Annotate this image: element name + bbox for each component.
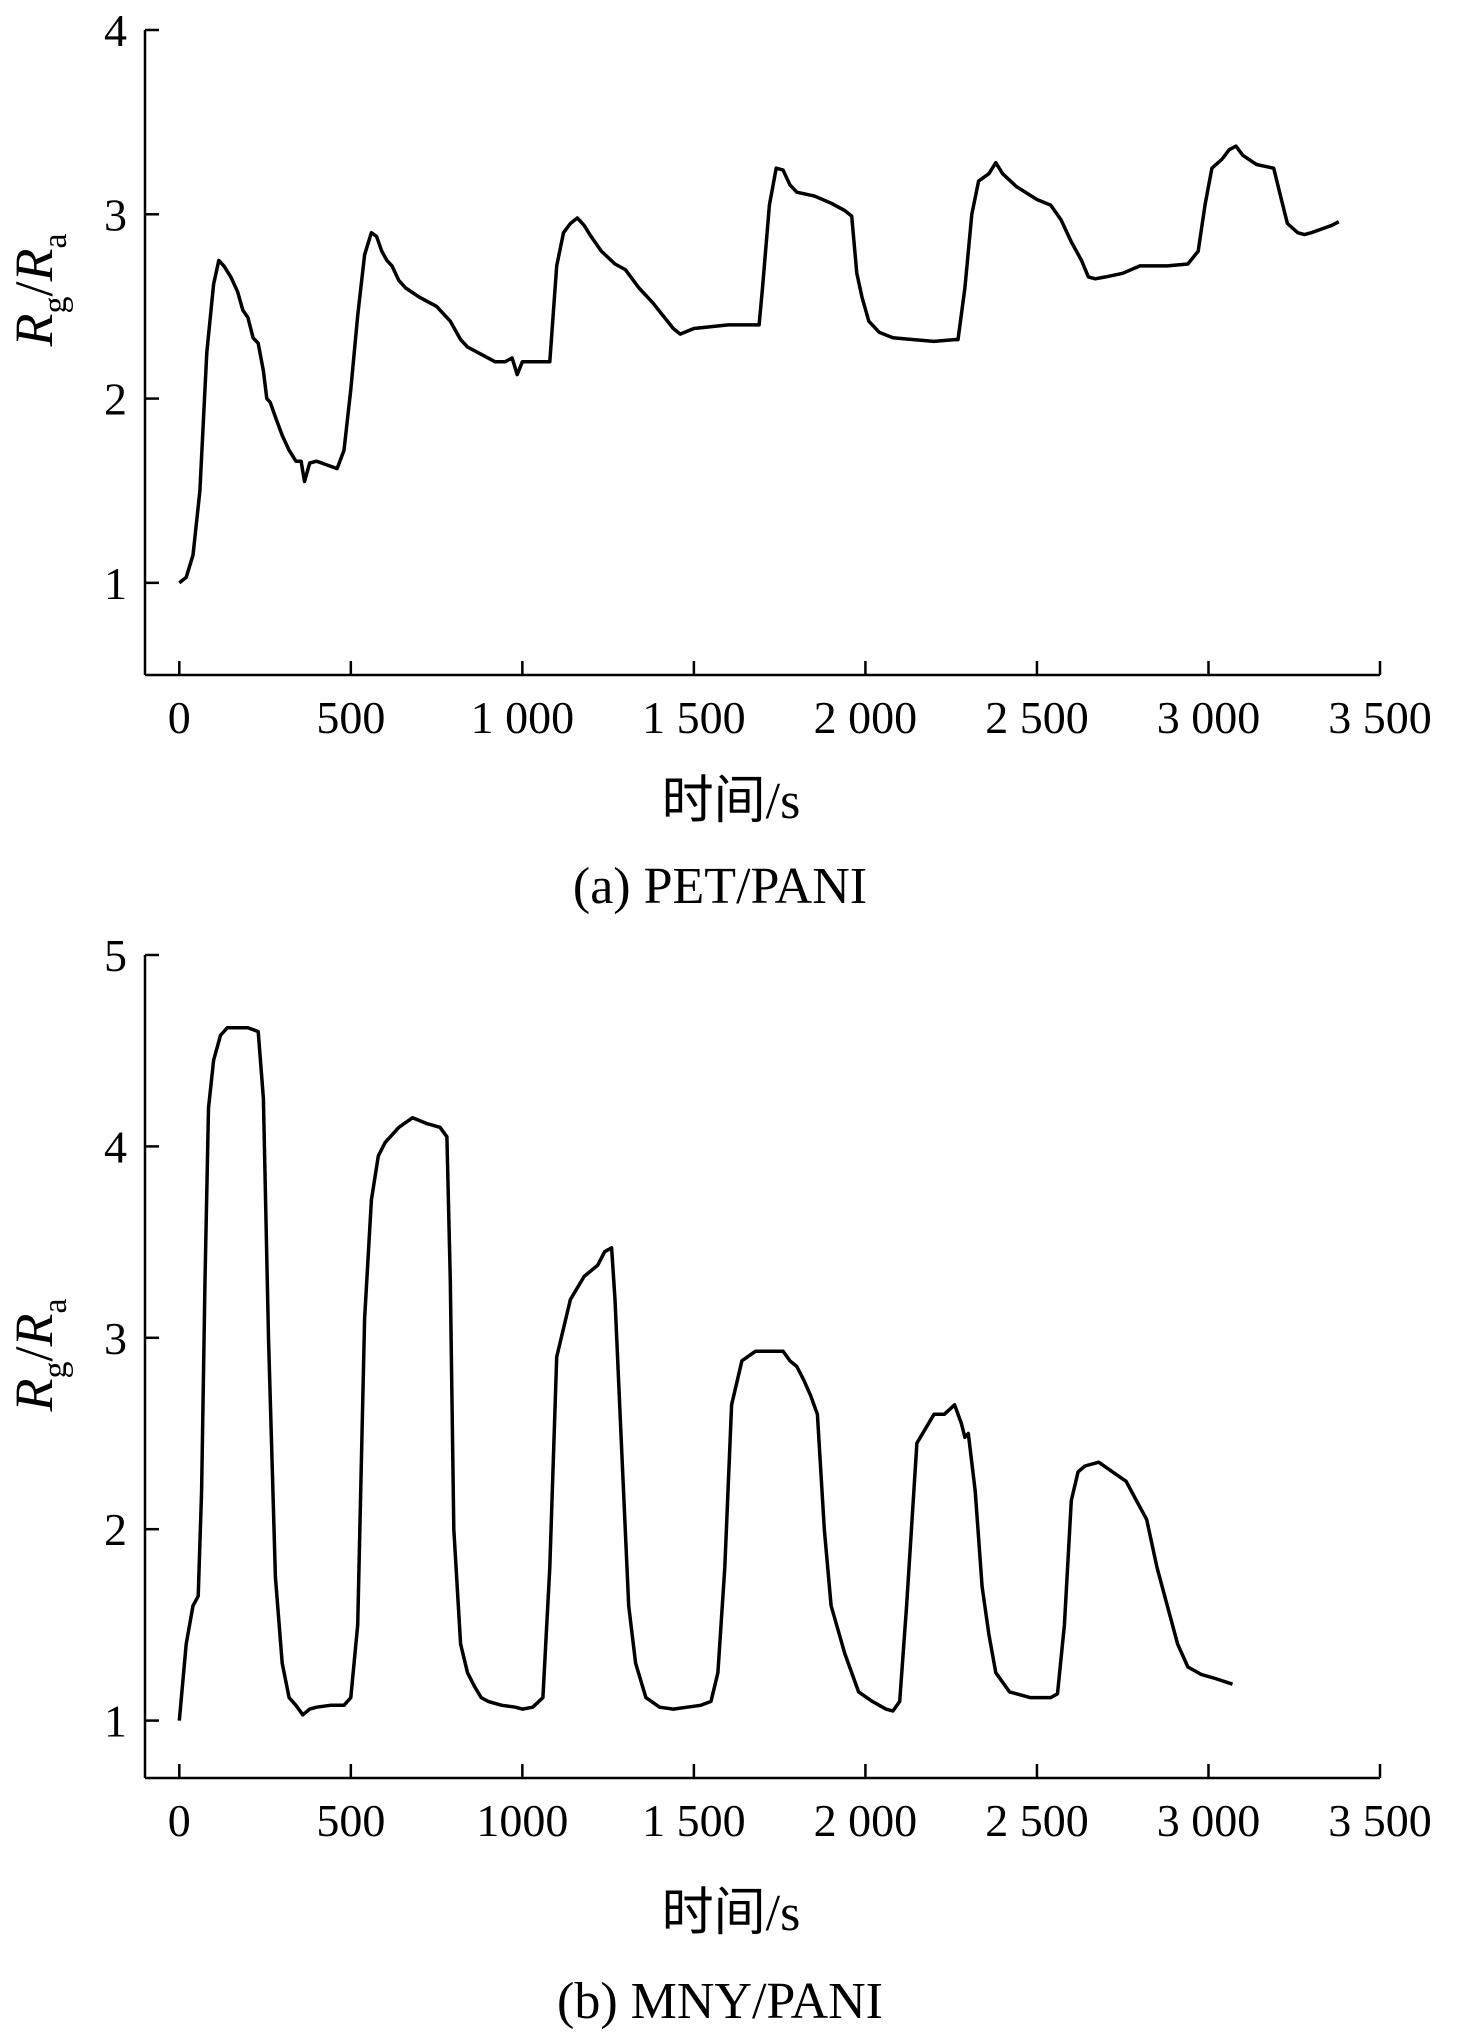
panel-a-x-ticks: 0 500 1 000 1 500 2 000 2 500 3 000 3 500 (168, 661, 1432, 743)
panel-b-series-line (177, 1025, 1234, 1721)
panel-a-x-axis-label: 时间/s (662, 773, 801, 830)
panel-a-x-tick-label: 1 500 (642, 692, 746, 743)
panel-a-y-tick-label: 4 (104, 5, 127, 56)
panel-a-y-ticks: 1 2 3 4 (104, 5, 159, 609)
panel-b-x-ticks: 0 500 1000 1 500 2 000 2 500 3 000 3 500 (168, 1764, 1432, 1846)
panel-b-x-tick-label: 500 (316, 1795, 385, 1846)
panel-b-x-tick-label: 3 500 (1328, 1795, 1432, 1846)
panel-b-y-tick-label: 4 (104, 1121, 127, 1172)
panel-a-x-tick-label: 2 000 (814, 692, 918, 743)
panel-a-x-tick-label: 3 500 (1328, 692, 1432, 743)
panel-a-x-tick-label: 0 (168, 692, 191, 743)
panel-a-axes (143, 30, 1380, 677)
panel-a-y-tick-label: 3 (104, 189, 127, 240)
panel-b-caption: (b) MNY/PANI (557, 1973, 883, 2030)
panel-b-y-ticks: 1 2 3 4 5 (104, 930, 159, 1747)
panel-b-y-tick-label: 2 (104, 1504, 127, 1555)
panel-a-y-tick-label: 2 (104, 374, 127, 425)
panel-a-x-tick-label: 2 500 (985, 692, 1089, 743)
panel-a-caption: (a) PET/PANI (573, 858, 867, 915)
panel-b-x-tick-label: 1000 (476, 1795, 568, 1846)
panel-a-x-tick-label: 500 (316, 692, 385, 743)
panel-b-x-tick-label: 0 (168, 1795, 191, 1846)
panel-b-y-tick-label: 5 (104, 930, 127, 981)
panel-b-y-tick-label: 1 (104, 1696, 127, 1747)
panel-b-x-tick-label: 1 500 (642, 1795, 746, 1846)
panel-b-x-tick-label: 3 000 (1157, 1795, 1261, 1846)
panel-a-x-tick-label: 1 000 (471, 692, 575, 743)
panel-a-y-tick-label: 1 (104, 558, 127, 609)
panel-a: 0 500 1 000 1 500 2 000 2 500 3 000 3 500 1234 … (4, 5, 1432, 915)
panel-b-x-tick-label: 2 500 (985, 1795, 1089, 1846)
panel-b-x-tick-label: 2 000 (814, 1795, 918, 1846)
panel-a-x-tick-label: 3 000 (1157, 692, 1261, 743)
panel-b-axes (143, 955, 1380, 1780)
panel-b-y-axis-label: Rg/Ra (4, 1298, 74, 1412)
panel-b-x-axis-label: 时间/s (662, 1885, 801, 1942)
panel-a-y-axis-label: Rg/Ra (4, 233, 74, 347)
panel-b: 0 500 1000 1 500 2 000 2 500 3 000 3 500 12345 … (4, 930, 1432, 2030)
panel-b-y-tick-label: 3 (104, 1313, 127, 1364)
panel-a-series-line (178, 144, 1340, 585)
